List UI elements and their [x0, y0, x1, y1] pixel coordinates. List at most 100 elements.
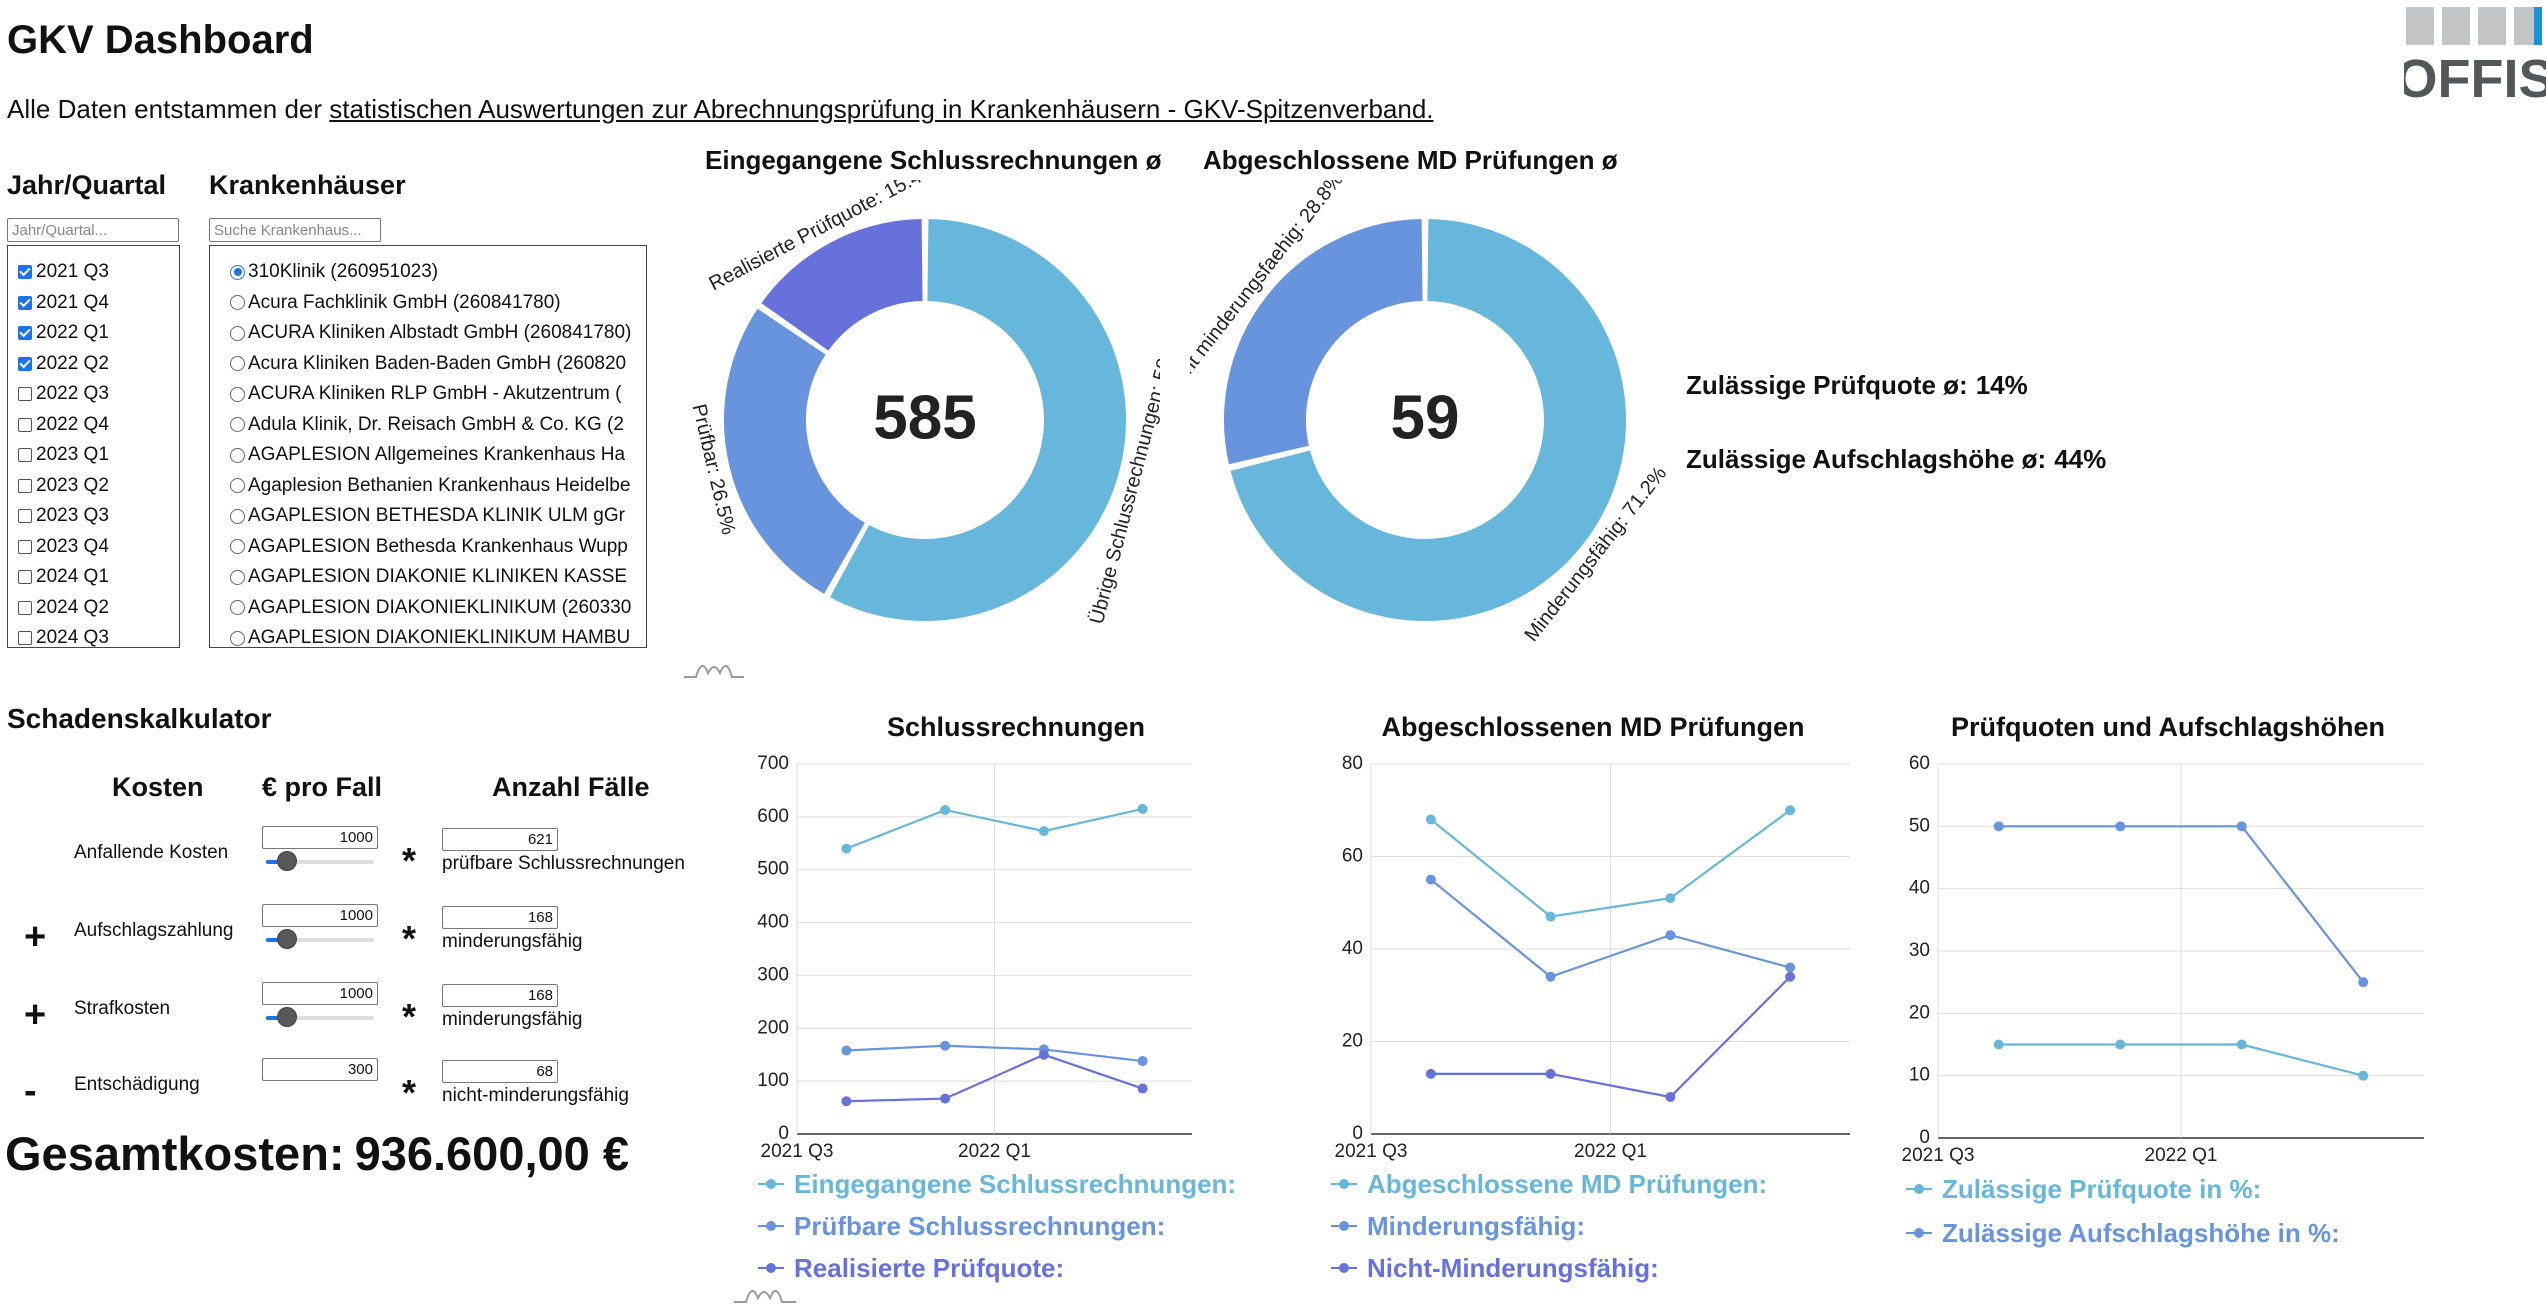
data-point[interactable] — [1785, 962, 1796, 973]
amount-per-case-input[interactable] — [262, 1058, 378, 1081]
amount-slider[interactable] — [266, 850, 374, 874]
quarter-option[interactable]: 2021 Q3 — [8, 257, 179, 288]
donut-slice[interactable] — [759, 217, 925, 353]
quarter-checkbox[interactable] — [18, 356, 32, 371]
quarter-search-input[interactable] — [7, 218, 179, 242]
quarter-option[interactable]: 2024 Q2 — [8, 593, 179, 624]
donut-slice[interactable] — [827, 217, 1128, 623]
data-point[interactable] — [1785, 805, 1796, 816]
hospital-option[interactable]: ACURA Kliniken RLP GmbH - Akutzentrum ( — [210, 379, 646, 410]
quarter-option[interactable]: 2022 Q3 — [8, 379, 179, 410]
series-line[interactable] — [1430, 975, 1791, 1099]
data-point[interactable] — [1137, 803, 1148, 814]
hospital-option[interactable]: AGAPLESION DIAKONIEKLINIKUM HAMBU — [210, 623, 646, 647]
legend-item[interactable]: Minderungsfähig: — [1331, 1205, 1585, 1247]
hospital-option[interactable]: AGAPLESION BETHESDA KLINIK ULM gGr — [210, 501, 646, 532]
series-line[interactable] — [1998, 1043, 2364, 1077]
data-point[interactable] — [2236, 1039, 2247, 1050]
hospital-radio[interactable] — [230, 508, 245, 524]
data-point[interactable] — [1425, 1068, 1436, 1079]
quarter-checkbox[interactable] — [18, 295, 32, 310]
data-point[interactable] — [1425, 814, 1436, 825]
hospital-search-input[interactable] — [209, 218, 381, 242]
scrollbar-grip-icon-bottom[interactable] — [732, 1282, 798, 1306]
data-point[interactable] — [1993, 821, 2004, 832]
data-point[interactable] — [2358, 977, 2369, 988]
hospital-radio[interactable] — [230, 630, 245, 646]
scrollbar-grip-icon[interactable] — [682, 655, 746, 681]
hospital-option[interactable]: AGAPLESION DIAKONIE KLINIKEN KASSE — [210, 562, 646, 593]
quarter-option[interactable]: 2021 Q4 — [8, 288, 179, 319]
legend-item[interactable]: Zulässige Prüfquote in %: — [1906, 1168, 2261, 1210]
hospital-option[interactable]: 310Klinik (260951023) — [210, 257, 646, 288]
amount-per-case-input[interactable] — [262, 904, 378, 927]
hospital-list[interactable]: 310Klinik (260951023) Acura Fachklinik Gm… — [209, 245, 647, 648]
data-point[interactable] — [940, 804, 951, 815]
quarter-checkbox[interactable] — [18, 600, 32, 615]
slider-thumb[interactable] — [277, 929, 297, 949]
quarter-checkbox[interactable] — [18, 265, 32, 280]
amount-slider[interactable] — [266, 1006, 374, 1030]
data-point[interactable] — [1993, 1039, 2004, 1050]
hospital-option[interactable]: AGAPLESION Allgemeines Krankenhaus Ha — [210, 440, 646, 471]
donut-slice[interactable] — [1228, 217, 1628, 623]
quarter-checkbox[interactable] — [18, 387, 32, 402]
data-point[interactable] — [1425, 874, 1436, 885]
data-point[interactable] — [841, 1096, 852, 1107]
slider-thumb[interactable] — [277, 851, 297, 871]
data-point[interactable] — [2358, 1070, 2369, 1081]
quarter-option[interactable]: 2022 Q2 — [8, 349, 179, 380]
legend-item[interactable]: Nicht-Minderungsfähig: — [1331, 1247, 1659, 1289]
quarter-option[interactable]: 2023 Q2 — [8, 471, 179, 502]
hospital-radio[interactable] — [230, 600, 245, 616]
data-point[interactable] — [940, 1093, 951, 1104]
case-count-input[interactable] — [442, 1060, 558, 1083]
quarter-option[interactable]: 2022 Q1 — [8, 318, 179, 349]
quarter-checkbox[interactable] — [18, 448, 32, 463]
series-line[interactable] — [845, 807, 1143, 850]
case-count-input[interactable] — [442, 906, 558, 929]
quarter-checkbox[interactable] — [18, 417, 32, 432]
source-link[interactable]: statistischen Auswertungen zur Abrechnun… — [329, 94, 1434, 124]
data-point[interactable] — [2115, 821, 2126, 832]
data-point[interactable] — [1665, 893, 1676, 904]
data-point[interactable] — [940, 1040, 951, 1051]
quarter-checkbox[interactable] — [18, 570, 32, 585]
slider-thumb[interactable] — [277, 1007, 297, 1027]
hospital-radio[interactable] — [230, 264, 245, 280]
hospital-radio[interactable] — [230, 386, 245, 402]
quarter-checkbox[interactable] — [18, 631, 32, 646]
hospital-option[interactable]: AGAPLESION Bethesda Krankenhaus Wupp — [210, 532, 646, 563]
data-point[interactable] — [1545, 911, 1556, 922]
quarter-list[interactable]: 2021 Q3 2021 Q4 2022 Q1 2022 Q2 2022 Q3 2022 … — [7, 245, 180, 648]
hospital-radio[interactable] — [230, 447, 245, 463]
hospital-radio[interactable] — [230, 295, 245, 311]
hospital-option[interactable]: Adula Klinik, Dr. Reisach GmbH & Co. KG … — [210, 410, 646, 441]
hospital-option[interactable]: Acura Fachklinik GmbH (260841780) — [210, 288, 646, 319]
series-line[interactable] — [1998, 825, 2365, 983]
hospital-option[interactable]: Agaplesion Bethanien Krankenhaus Heidelb… — [210, 471, 646, 502]
hospital-radio[interactable] — [230, 478, 245, 494]
data-point[interactable] — [841, 1045, 852, 1056]
hospital-option[interactable]: Acura Kliniken Baden-Baden GmbH (260820 — [210, 349, 646, 380]
data-point[interactable] — [1665, 930, 1676, 941]
quarter-option[interactable]: 2024 Q3 — [8, 623, 179, 647]
data-point[interactable] — [2115, 1039, 2126, 1050]
amount-per-case-input[interactable] — [262, 826, 378, 849]
data-point[interactable] — [1137, 1083, 1148, 1094]
hospital-radio[interactable] — [230, 417, 245, 433]
quarter-checkbox[interactable] — [18, 539, 32, 554]
series-line[interactable] — [846, 1044, 1143, 1063]
data-point[interactable] — [1545, 971, 1556, 982]
quarter-option[interactable]: 2023 Q4 — [8, 532, 179, 563]
legend-item[interactable]: Zulässige Aufschlagshöhe in %: — [1906, 1212, 2340, 1254]
legend-item[interactable]: Abgeschlossene MD Prüfungen: — [1331, 1163, 1767, 1205]
amount-per-case-input[interactable] — [262, 982, 378, 1005]
hospital-radio[interactable] — [230, 569, 245, 585]
hospital-radio[interactable] — [230, 539, 245, 555]
data-point[interactable] — [2236, 821, 2247, 832]
amount-slider[interactable] — [266, 928, 374, 952]
donut-slice[interactable] — [722, 306, 868, 597]
data-point[interactable] — [1137, 1056, 1148, 1067]
data-point[interactable] — [841, 843, 852, 854]
